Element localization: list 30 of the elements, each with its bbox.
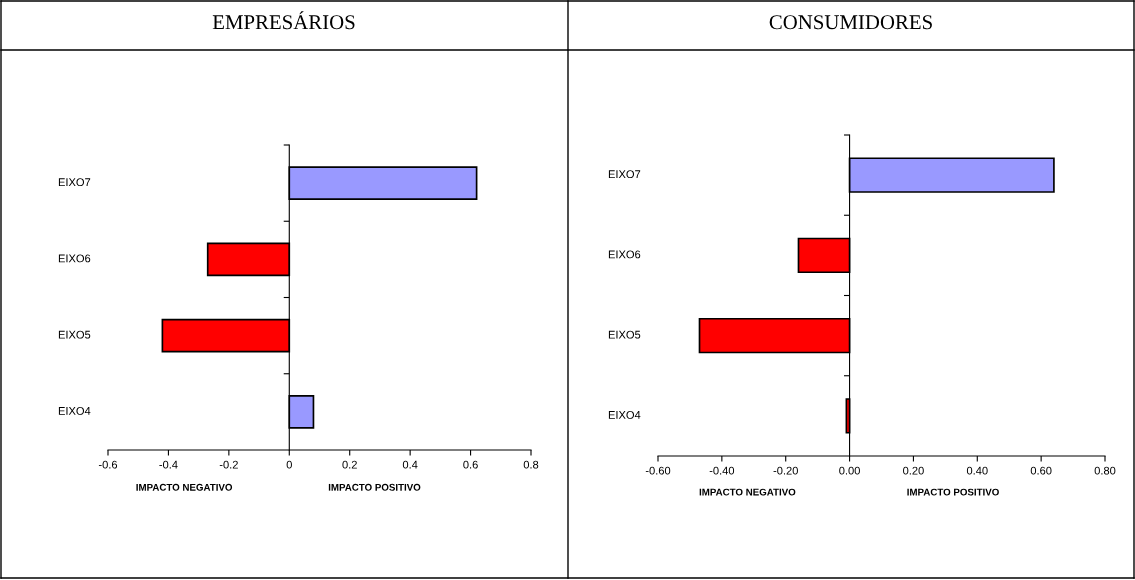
x-tick-label: 0.60 (1030, 466, 1052, 475)
x-tick-label: 0.20 (903, 466, 924, 475)
text: IMPACTO NEGATIVO (136, 483, 233, 491)
text: IMPACTO POSITIVO (907, 488, 999, 496)
y-tick-label: EIXO6 (608, 250, 641, 259)
y-tick-label: EIXO6 (58, 254, 91, 263)
x-tick-label: 0.6 (463, 460, 478, 469)
y-tick-label: EIXO4 (608, 410, 641, 419)
y-tick-label: EIXO5 (58, 330, 91, 339)
x-tick-label: -0.2 (219, 460, 238, 469)
x-tick-label: -0.20 (773, 466, 798, 475)
text: IMPACTO NEGATIVO (699, 488, 796, 496)
x-tick-label: 0.40 (966, 466, 988, 475)
x-tick-label: 0.4 (402, 460, 418, 469)
y-tick-label: EIXO7 (608, 170, 641, 179)
text: IMPACTO POSITIVO (328, 483, 421, 491)
y-tick-label: EIXO7 (58, 178, 91, 187)
x-tick-label: -0.4 (159, 460, 178, 469)
y-tick-label: EIXO5 (608, 330, 641, 339)
x-tick-label: 0.80 (1094, 466, 1116, 475)
x-tick-label: 0.2 (342, 460, 357, 469)
chart-title: CONSUMIDORES (769, 15, 932, 30)
x-tick-label: -0.6 (98, 460, 118, 469)
chart-title: EMPRESÁRIOS (212, 11, 355, 30)
x-tick-label: 0 (286, 460, 292, 469)
x-tick-label: 0.8 (523, 460, 539, 469)
x-tick-label: -0.40 (709, 466, 735, 475)
x-tick-label: -0.60 (645, 466, 671, 475)
x-tick-label: 0.00 (839, 466, 860, 475)
y-tick-label: EIXO4 (58, 406, 91, 415)
